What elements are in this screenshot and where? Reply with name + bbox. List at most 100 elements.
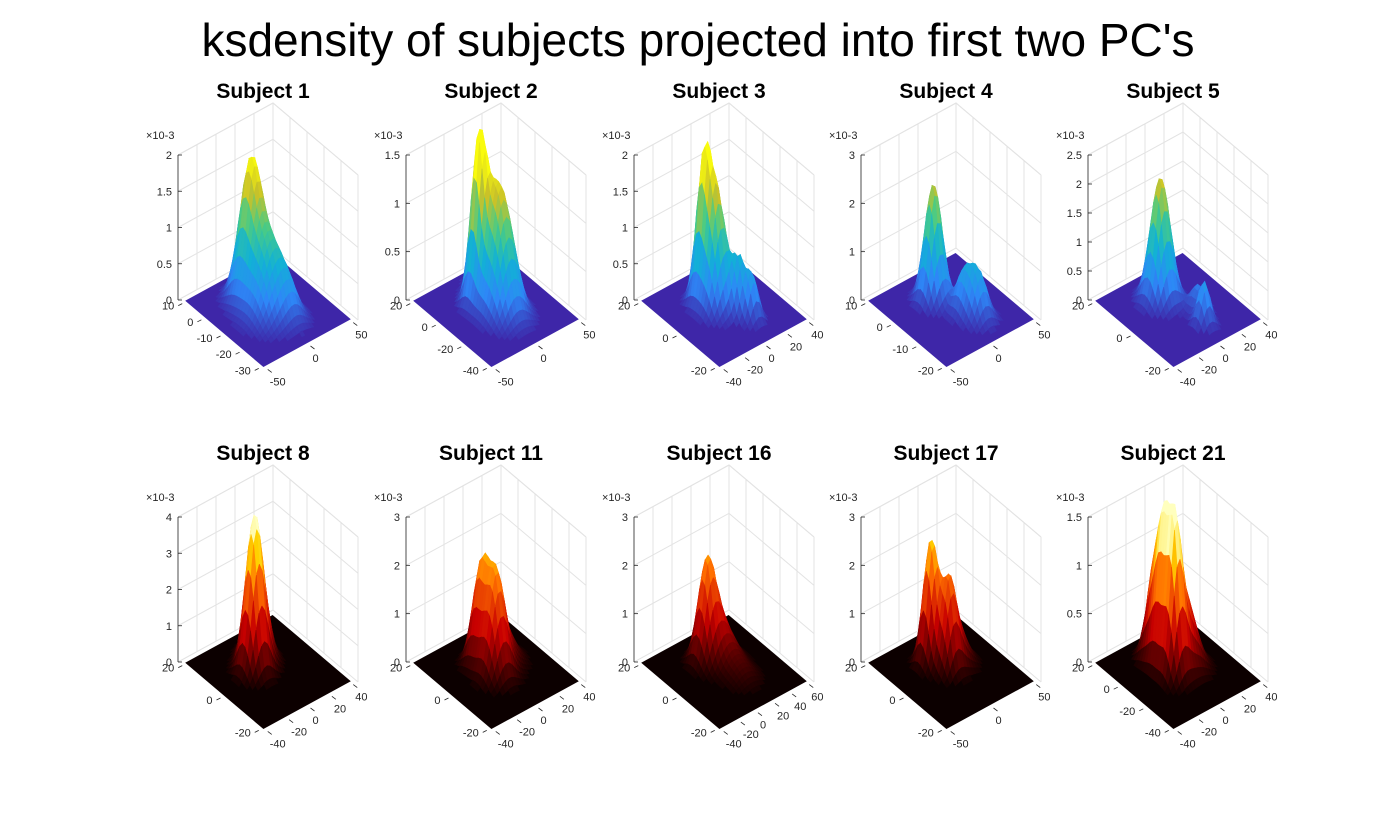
subplot-title: Subject 8: [216, 442, 310, 465]
z-tick-label: 2: [1076, 179, 1082, 191]
x-tick-label: 50: [583, 330, 595, 342]
x-tick-label: -20: [519, 727, 535, 739]
x-axis: -40 -20 0 20 40: [267, 684, 368, 750]
z-tick-label: 1: [166, 621, 172, 633]
y-axis: 20 0 -20: [618, 663, 715, 739]
z-exponent-label: ×10-3: [602, 130, 630, 142]
x-tick-label: 20: [334, 703, 346, 715]
z-exponent-label: ×10-3: [829, 130, 857, 142]
y-axis: 20 0 -20: [618, 301, 715, 377]
x-tick-label: -40: [498, 738, 514, 750]
z-tick-label: 0.5: [157, 259, 172, 271]
back-walls: [633, 464, 815, 683]
z-tick-label: 0: [166, 657, 172, 669]
x-tick-label: -40: [270, 738, 286, 750]
density-surface: [413, 128, 579, 368]
x-axis: -40 -20 0 20 40: [495, 684, 596, 750]
subplot-title: Subject 2: [444, 80, 537, 103]
z-tick-label: 3: [849, 150, 855, 162]
density-surface: [185, 156, 351, 368]
y-tick-label: 0: [187, 317, 193, 329]
z-tick-label: 2: [849, 560, 855, 572]
x-tick-label: -40: [726, 738, 742, 750]
z-exponent-label: ×10-3: [1056, 492, 1084, 504]
back-walls: [1087, 102, 1269, 321]
z-tick-label: 0: [849, 657, 855, 669]
x-tick-label: 50: [1038, 330, 1050, 342]
density-surface: [413, 552, 579, 730]
y-tick-label: 20: [390, 301, 402, 313]
z-tick-label: 0.5: [613, 259, 628, 271]
y-tick-label: -20: [691, 365, 707, 377]
x-tick-label: 40: [583, 692, 595, 704]
x-axis: -50 0 50: [950, 684, 1051, 750]
y-tick-label: 20: [162, 663, 174, 675]
y-tick-label: -10: [892, 344, 908, 356]
x-tick-label: 0: [996, 715, 1002, 727]
y-tick-label: -20: [1145, 365, 1161, 377]
y-tick-label: 20: [1072, 301, 1084, 313]
x-tick-label: -40: [726, 376, 742, 388]
y-tick-label: 0: [422, 322, 428, 334]
z-tick-label: 2.5: [1067, 150, 1082, 162]
x-tick-label: 0: [769, 353, 775, 365]
x-tick-label: 0: [541, 715, 547, 727]
z-axis: 0 0.5 1 1.5 2 ×10-3: [602, 130, 638, 307]
z-tick-label: 1: [1076, 237, 1082, 249]
x-tick-label: 40: [355, 692, 367, 704]
z-tick-label: 0: [166, 295, 172, 307]
x-tick-label: 20: [562, 703, 574, 715]
x-tick-label: -50: [953, 376, 969, 388]
y-tick-label: 0: [1104, 684, 1110, 696]
back-walls: [177, 464, 359, 683]
z-tick-label: 0.5: [1067, 609, 1082, 621]
x-tick-label: 0: [313, 353, 319, 365]
z-axis: 0 0.5 1 1.5 ×10-3: [374, 130, 410, 307]
x-tick-label: -50: [953, 738, 969, 750]
subplot-grid: 00.511.52×10-3100-10-20-30-50050Subject …: [146, 80, 1278, 750]
y-axis: 20 0 -20: [390, 663, 487, 739]
x-tick-label: 0: [760, 720, 766, 732]
y-tick-label: 10: [162, 301, 174, 313]
density-surface: [185, 514, 351, 730]
y-tick-label: -20: [235, 727, 251, 739]
z-axis: 0 0.5 1 1.5 2 2.5 ×10-3: [1056, 130, 1092, 307]
x-tick-label: 40: [1265, 330, 1277, 342]
z-axis: 0 0.5 1 1.5 2 ×10-3: [146, 130, 182, 307]
y-tick-label: -20: [691, 727, 707, 739]
subplot-title: Subject 4: [899, 80, 993, 103]
x-tick-label: -20: [1201, 727, 1217, 739]
z-tick-label: 2: [394, 560, 400, 572]
z-tick-label: 1.5: [157, 186, 172, 198]
y-tick-label: -20: [1119, 706, 1135, 718]
y-tick-label: -20: [216, 349, 232, 361]
z-tick-label: 2: [622, 560, 628, 572]
z-tick-label: 0: [622, 657, 628, 669]
z-axis: 0 1 2 3 ×10-3: [829, 492, 865, 669]
z-tick-label: 1.5: [1067, 208, 1082, 220]
x-axis: -50 0 50: [495, 322, 596, 388]
density-surface: [641, 140, 807, 368]
z-tick-label: 4: [166, 512, 172, 524]
subplot-title: Subject 1: [216, 80, 310, 103]
x-tick-label: 0: [1223, 353, 1229, 365]
y-tick-label: -20: [463, 727, 479, 739]
z-tick-label: 0: [622, 295, 628, 307]
z-tick-label: 3: [394, 512, 400, 524]
x-tick-label: 0: [541, 353, 547, 365]
y-tick-label: 20: [390, 663, 402, 675]
subplot-title: Subject 16: [666, 442, 771, 465]
x-tick-label: 40: [1265, 692, 1277, 704]
z-exponent-label: ×10-3: [1056, 130, 1084, 142]
z-tick-label: 1.5: [613, 186, 628, 198]
z-axis: 0 0.5 1 1.5 ×10-3: [1056, 492, 1092, 669]
x-tick-label: 20: [777, 710, 789, 722]
subplot-title: Subject 21: [1120, 442, 1225, 465]
z-tick-label: 0: [849, 295, 855, 307]
x-tick-label: 20: [790, 341, 802, 353]
